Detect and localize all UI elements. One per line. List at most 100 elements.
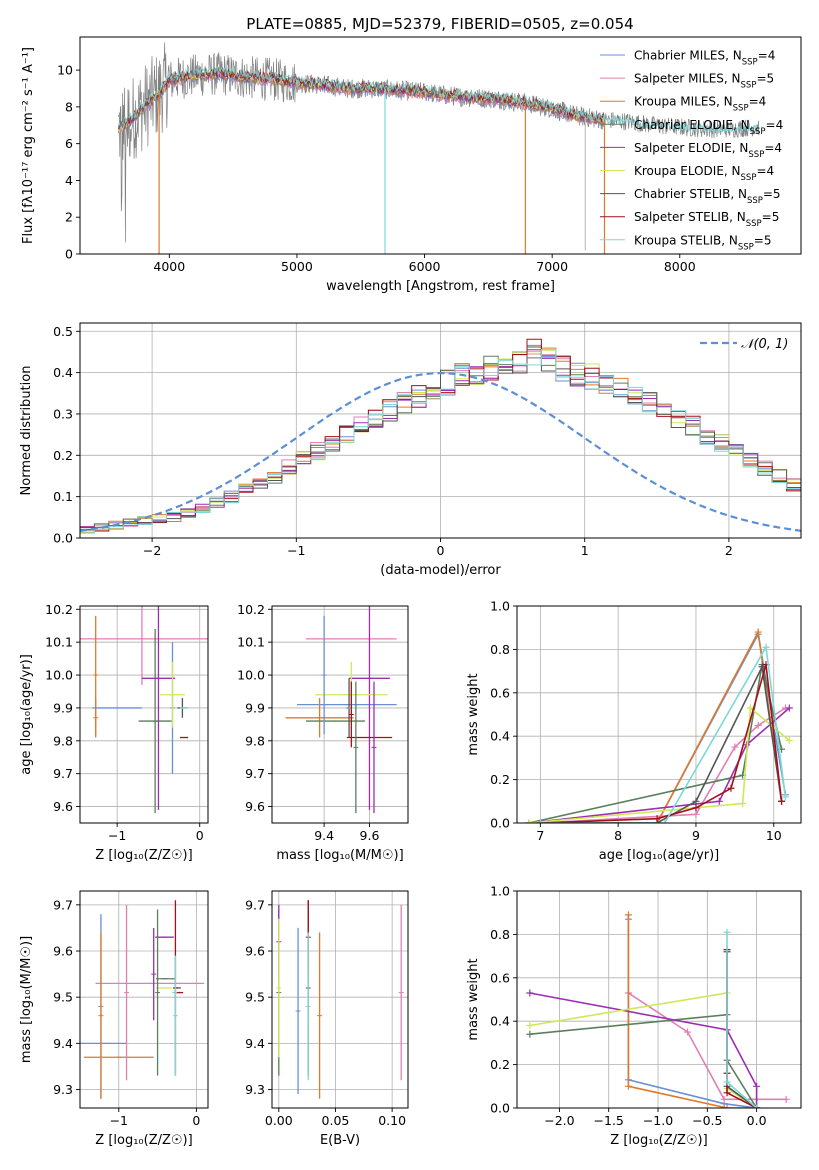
x-axis-label: age [log₁₀(age/yr)] — [599, 848, 720, 863]
y-tick-label: 10.1 — [45, 635, 73, 650]
x-tick-label: −0.5 — [692, 1113, 722, 1128]
figure-title: PLATE=0885, MJD=52379, FIBERID=0505, z=0… — [246, 15, 633, 33]
axes-frame — [271, 605, 409, 824]
histogram-series — [80, 346, 801, 531]
x-tick-label: 9.4 — [314, 828, 334, 843]
plot-area — [80, 323, 801, 538]
y-tick-label: 9.7 — [245, 897, 265, 912]
x-tick-label: 7 — [536, 828, 544, 843]
series-marker — [526, 1022, 534, 1030]
chart-massweight-vs-age: 7 8 9 10 0.0 0.2 0.4 0.6 0.8 1.0 age [log₁₀(age/yr… — [466, 599, 802, 863]
y-tick-label: 10 — [57, 63, 73, 78]
y-axis-label: Flux [fλ10⁻¹⁷ erg cm⁻² s⁻¹ A⁻¹] — [21, 47, 36, 244]
x-tick-label: −1.0 — [643, 1113, 673, 1128]
series-marker — [727, 784, 735, 792]
series-marker — [754, 721, 762, 729]
series-marker — [525, 819, 533, 823]
series-line — [528, 664, 783, 823]
plot-area — [517, 606, 801, 823]
chart-massweight-vs-Z: −2.0 −1.5 −1.0 −0.5 0.0 0.0 0.2 0.4 0.6 0.8 1.0 Z [… — [466, 884, 802, 1148]
series-line — [540, 644, 787, 823]
x-tick-label: 4000 — [153, 259, 185, 274]
histogram-series — [80, 344, 801, 530]
y-tick-label: 0 — [65, 247, 73, 262]
y-axis-label: mass [log₁₀(M/M☉)] — [19, 936, 34, 1063]
x-tick-label: 0 — [437, 543, 445, 558]
y-tick-label: 2 — [65, 210, 73, 225]
chart-mass-vs-EBV: 0.00 0.05 0.10 9.3 9.4 9.5 9.6 9.7 E(B-V) — [245, 890, 409, 1148]
axes-frame — [271, 890, 409, 1109]
x-tick-label: 1 — [581, 543, 589, 558]
y-axis-label: age [log₁₀(age/yr)] — [19, 654, 34, 775]
y-tick-label: 0.2 — [490, 772, 510, 787]
series-marker — [723, 1089, 731, 1097]
series-marker — [746, 704, 754, 712]
series-marker — [661, 819, 669, 823]
chart-mass-vs-Z: −1 0 9.3 9.4 9.5 9.6 9.7 Z [log₁₀(Z/Z☉)] mass [l… — [19, 890, 209, 1148]
y-tick-label: 0.8 — [490, 642, 510, 657]
y-tick-label: 10.2 — [45, 602, 73, 617]
y-tick-label: 9.3 — [53, 1082, 73, 1097]
y-tick-label: 0.5 — [53, 324, 73, 339]
y-tick-label: 0.4 — [490, 729, 510, 744]
plot-area — [80, 891, 208, 1108]
y-tick-label: 1.0 — [490, 599, 510, 614]
y-tick-label: 8 — [65, 99, 73, 114]
y-tick-label: 9.8 — [245, 733, 265, 748]
y-tick-label: 9.4 — [53, 1036, 73, 1051]
y-tick-label: 1.0 — [490, 884, 510, 899]
x-tick-label: 0 — [192, 1113, 200, 1128]
x-tick-label: 0 — [196, 828, 204, 843]
y-tick-label: 0.1 — [53, 489, 73, 504]
series-marker — [723, 1104, 731, 1108]
series-line — [627, 992, 787, 1101]
y-tick-label: 10.0 — [237, 668, 265, 683]
x-axis-label: wavelength [Angstrom, rest frame] — [326, 279, 555, 294]
x-axis-label: Z [log₁₀(Z/Z☉)] — [95, 848, 192, 863]
series-marker — [723, 1078, 731, 1086]
y-tick-label: 9.9 — [245, 700, 265, 715]
series-marker — [753, 1082, 761, 1090]
series-marker — [762, 643, 770, 651]
model-spectrum — [117, 66, 606, 130]
series-marker — [753, 1104, 761, 1108]
y-axis-label: Normed distribution — [19, 366, 34, 496]
series-marker — [536, 819, 544, 823]
series-marker — [778, 797, 786, 805]
histogram-series — [80, 349, 801, 534]
axes-frame — [79, 36, 802, 255]
y-tick-label: 9.7 — [245, 766, 265, 781]
y-tick-label: 0.2 — [53, 448, 73, 463]
x-tick-label: 9.6 — [360, 828, 380, 843]
x-tick-label: 7000 — [536, 259, 568, 274]
series-marker — [715, 797, 723, 805]
x-axis-label: Z [log₁₀(Z/Z☉)] — [610, 1133, 707, 1148]
y-tick-label: 0.2 — [490, 1057, 510, 1072]
series-marker — [692, 797, 700, 805]
x-axis-label: E(B-V) — [320, 1133, 360, 1148]
axes-frame — [516, 605, 802, 824]
series-marker — [785, 737, 793, 745]
series-marker — [692, 804, 700, 812]
series-marker — [723, 928, 731, 936]
series-line — [627, 914, 757, 1108]
series-marker — [739, 799, 747, 807]
y-tick-label: 9.4 — [245, 1036, 265, 1051]
y-tick-label: 0.4 — [53, 365, 73, 380]
x-axis-label: mass [log₁₀(M/M☉)] — [276, 848, 403, 863]
y-tick-label: 9.7 — [53, 897, 73, 912]
model-spectrum — [602, 115, 759, 134]
y-tick-label: 9.8 — [53, 733, 73, 748]
series-marker — [785, 704, 793, 712]
x-tick-label: 5000 — [281, 259, 313, 274]
y-tick-label: 9.6 — [245, 944, 265, 959]
y-tick-label: 4 — [65, 173, 73, 188]
y-tick-label: 9.5 — [53, 990, 73, 1005]
x-tick-label: −1 — [108, 828, 126, 843]
plot-area — [117, 42, 760, 254]
series-marker — [526, 1030, 534, 1038]
axes-frame — [79, 890, 209, 1109]
x-tick-label: −1 — [110, 1113, 128, 1128]
y-tick-label: 10.1 — [237, 635, 265, 650]
